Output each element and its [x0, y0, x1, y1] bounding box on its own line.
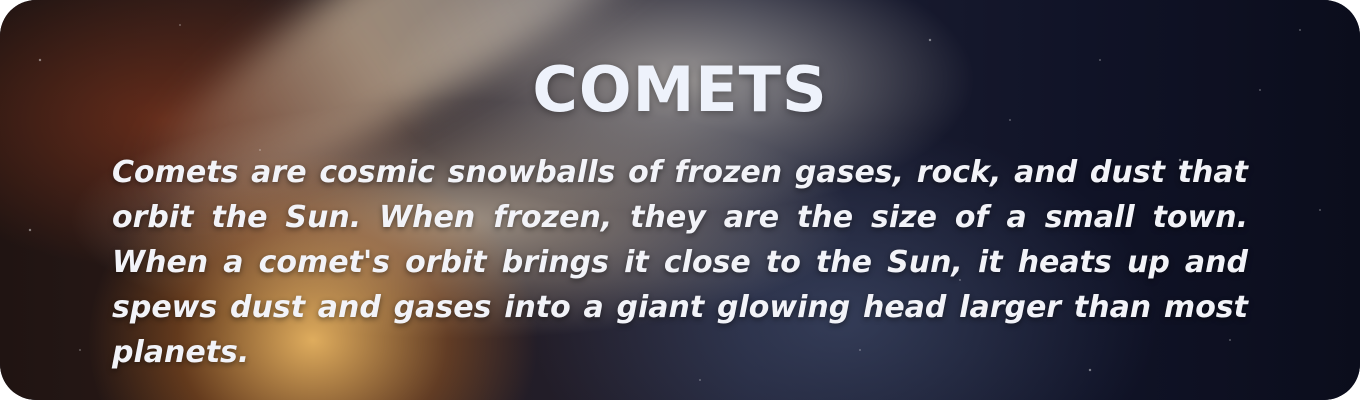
card-description: Comets are cosmic snowballs of frozen ga… — [112, 155, 1248, 371]
card-title: COMETS — [532, 53, 828, 126]
